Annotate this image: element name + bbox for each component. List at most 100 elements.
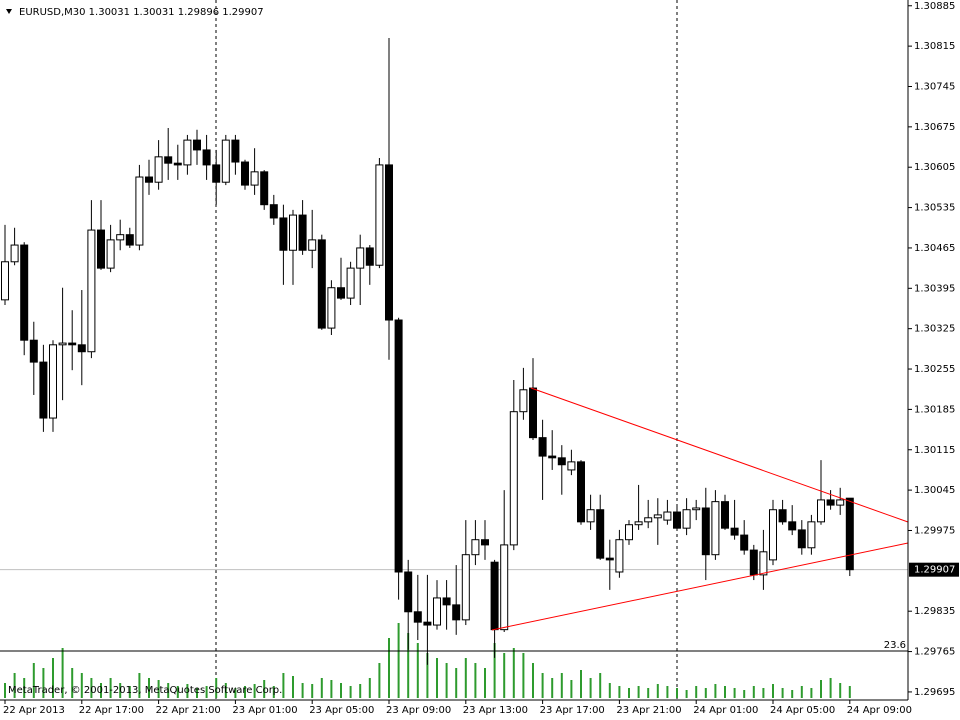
candle-body <box>471 539 480 556</box>
volume-layer <box>4 623 851 698</box>
candle-body <box>279 217 288 251</box>
candle-body <box>625 524 633 541</box>
volume-bar <box>484 668 486 698</box>
candle-body <box>269 204 278 219</box>
volume-bar <box>42 668 45 698</box>
y-tick-label: 1.29765 <box>914 647 955 658</box>
candle-body <box>721 501 729 529</box>
y-tick-label: 1.30255 <box>914 364 955 375</box>
y-tick-label: 1.30885 <box>914 1 955 12</box>
x-tick-label: 23 Apr 09:00 <box>386 705 451 716</box>
candle-body <box>519 389 528 413</box>
candle-body <box>673 511 681 529</box>
volume-bar <box>695 686 698 698</box>
volume-bar <box>512 648 515 698</box>
candle-body <box>826 499 835 506</box>
candle-body <box>135 176 144 246</box>
volume-bar <box>215 678 218 698</box>
x-tick-label: 23 Apr 13:00 <box>463 705 528 716</box>
volume-bar <box>90 678 93 698</box>
volume-bar <box>647 688 650 698</box>
candle-body <box>97 229 105 269</box>
candle-body <box>116 234 125 241</box>
candle-body <box>759 551 768 576</box>
volume-bar <box>71 668 74 698</box>
volume-bar <box>656 684 659 698</box>
candle-body <box>365 247 374 266</box>
candle-body <box>461 554 470 621</box>
volume-bar <box>23 678 26 698</box>
candle-body <box>634 521 643 526</box>
volume-bar <box>618 686 621 698</box>
volume-bar <box>320 678 323 698</box>
volume-bar <box>13 673 16 698</box>
candle-body <box>788 521 797 531</box>
fib-level-label: 23.6 <box>884 640 906 651</box>
x-tick-label: 24 Apr 09:00 <box>847 705 912 716</box>
volume-bar <box>301 683 304 698</box>
chart-header: EURUSD,M30 1.30031 1.30031 1.29896 1.299… <box>19 7 264 18</box>
volume-bar <box>292 676 294 698</box>
volume-bar <box>311 684 314 698</box>
candle-body <box>337 287 345 299</box>
candle-body <box>653 514 662 519</box>
candle-body <box>250 171 259 186</box>
x-tick-label: 22 Apr 21:00 <box>156 705 221 716</box>
candle-body <box>500 544 509 631</box>
volume-bar <box>704 688 707 698</box>
candle-body <box>596 509 605 559</box>
volume-bar <box>503 653 506 698</box>
volume-bar <box>61 648 64 698</box>
volume-bar <box>676 688 678 698</box>
x-tick-label: 23 Apr 01:00 <box>232 705 297 716</box>
volume-bar <box>714 684 717 698</box>
volume-bar <box>426 653 429 698</box>
volume-bar <box>560 673 563 698</box>
x-tick-label: 22 Apr 17:00 <box>79 705 144 716</box>
x-tick-label: 22 Apr 2013 <box>3 705 65 716</box>
volume-bar <box>157 680 160 698</box>
volume-bar <box>349 686 352 698</box>
candle-body <box>87 229 96 353</box>
candle-body <box>548 455 557 459</box>
volume-bar <box>148 678 150 698</box>
candle-body <box>605 557 614 561</box>
volume-bar <box>244 686 246 698</box>
candle-body <box>394 319 403 573</box>
volume-bar <box>359 684 362 698</box>
volume-bar <box>100 683 102 698</box>
candle-body <box>49 344 57 419</box>
volume-bar <box>388 638 390 698</box>
y-tick-label: 1.29695 <box>914 687 955 698</box>
candle-body <box>529 387 537 439</box>
volume-bar <box>570 680 573 698</box>
candle-body <box>481 539 489 546</box>
candle-body <box>711 501 720 556</box>
candle-body <box>346 267 355 299</box>
volume-bar <box>330 680 333 698</box>
volume-bar <box>52 658 54 698</box>
volume-bar <box>176 686 179 698</box>
volume-bar <box>848 686 851 698</box>
volume-bar <box>781 688 784 698</box>
candle-body <box>317 239 326 329</box>
candle-body <box>145 176 153 183</box>
volume-bar <box>637 686 640 698</box>
candle-body <box>509 411 518 546</box>
volume-bar <box>196 688 198 698</box>
volume-bar <box>752 686 755 698</box>
candle-body <box>1 261 9 301</box>
y-tick-label: 1.29975 <box>914 525 955 536</box>
candle-body <box>125 234 134 246</box>
volume-bar <box>608 683 611 698</box>
volume-bar <box>599 673 602 698</box>
y-tick-label: 1.30045 <box>914 485 955 496</box>
candle-body <box>154 156 163 183</box>
candle-body <box>423 621 432 626</box>
volume-bar <box>628 688 630 698</box>
y-tick-label: 1.29835 <box>914 606 955 617</box>
candle-body <box>404 571 413 613</box>
volume-bar <box>666 686 669 698</box>
candle-body <box>298 214 307 251</box>
